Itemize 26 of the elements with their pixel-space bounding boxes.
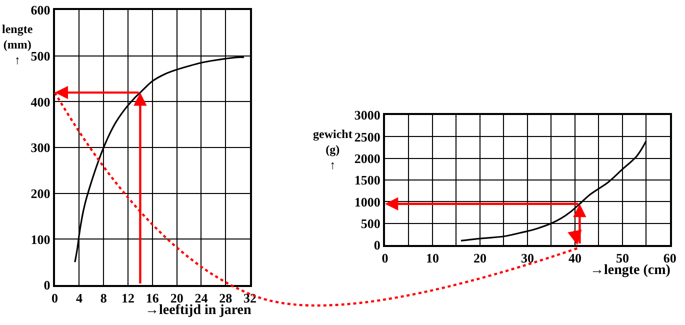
x-tick-label: 30 bbox=[520, 250, 534, 266]
x-axis-title: →leeftijd in jaren bbox=[145, 303, 252, 318]
x-tick-label: 40 bbox=[568, 250, 582, 266]
y-tick-label: 400 bbox=[30, 94, 50, 110]
y-tick-label: 200 bbox=[30, 186, 50, 201]
x-tick-label: 50 bbox=[616, 250, 629, 266]
y-tick-label: 100 bbox=[30, 232, 50, 247]
y-tick-label: 2000 bbox=[354, 150, 380, 166]
y-tick-label: 1500 bbox=[354, 172, 380, 188]
x-tick-label: 12 bbox=[122, 290, 135, 306]
y-tick-label: 0 bbox=[374, 238, 380, 253]
y-axis-title: gewicht (g) ↑ bbox=[313, 127, 352, 172]
x-tick-label: 4 bbox=[76, 290, 83, 306]
y-tick-label: 500 bbox=[360, 216, 380, 231]
x-tick-label: 20 bbox=[473, 250, 486, 266]
y-tick-label: 500 bbox=[30, 48, 50, 64]
x-tick-label: 10 bbox=[426, 250, 439, 266]
y-tick-label: 1000 bbox=[354, 194, 380, 210]
x-axis-title: →lengte (cm) bbox=[590, 263, 671, 278]
y-tick-label: 300 bbox=[30, 140, 50, 156]
y-tick-label: 3000 bbox=[354, 108, 380, 123]
y-tick-label: 0 bbox=[44, 278, 50, 293]
y-tick-label: 2500 bbox=[354, 129, 380, 144]
x-tick-label: 16 bbox=[146, 290, 160, 306]
y-tick-label: 600 bbox=[30, 2, 50, 18]
x-tick-label: 8 bbox=[100, 290, 108, 306]
